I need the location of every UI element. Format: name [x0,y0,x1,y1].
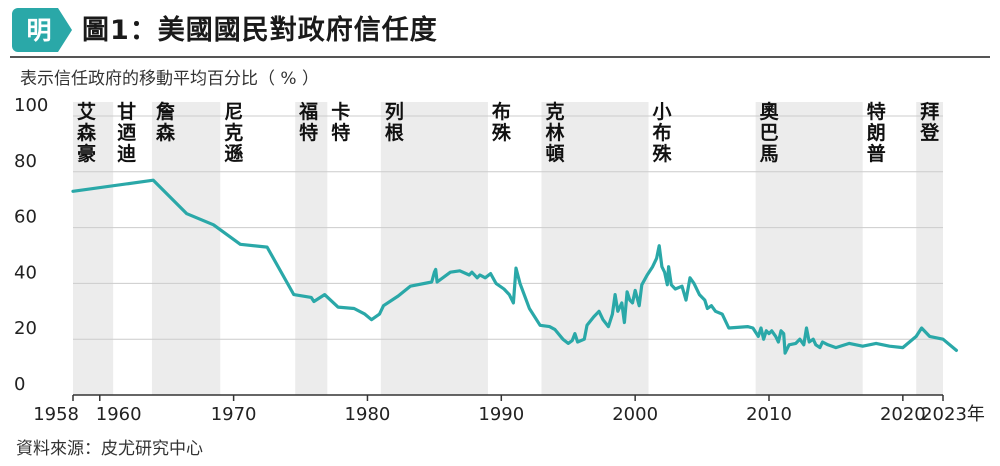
x-tick-label: 2023年 [921,404,985,425]
y-tick-label: 80 [14,151,37,172]
x-tick-label: 1958 [33,404,79,425]
trust-series-line-0 [71,178,958,355]
grid-lines [73,115,943,340]
president-name-4: 福特 [298,100,318,144]
x-tick-label: 1980 [345,404,391,425]
president-band-4 [295,102,328,395]
newspaper-logo: 明 [10,6,74,54]
president-band-2 [151,102,221,395]
y-tick-label: 0 [14,374,25,395]
x-tick-label: 2020 [880,404,926,425]
title-divider [10,56,990,58]
president-name-7: 布殊 [492,100,512,144]
x-tick-label: 2000 [612,404,658,425]
source-note: 資料來源：皮尤研究中心 [16,439,203,459]
president-band-8 [541,102,649,395]
president-name-0: 艾森豪 [77,101,97,165]
president-name-6: 列根 [385,101,404,144]
x-tick-label: 1970 [211,404,257,425]
president-band-12 [916,102,943,395]
president-name-12: 拜登 [919,101,940,144]
y-tick-labels: 0 20 40 60 80 100 [14,95,48,395]
x-tick-label: 2010 [746,404,792,425]
logo-char: 明 [26,16,51,45]
y-tick-label: 20 [14,318,37,339]
president-name-3: 尼克遜 [224,101,243,165]
y-tick-label: 40 [14,262,37,283]
x-tick-label: 1990 [478,404,524,425]
president-name-10: 奧巴馬 [760,100,780,165]
president-name-8: 克林頓 [545,100,564,165]
president-name-11: 特朗普 [867,101,886,165]
president-name-9: 小布殊 [653,101,673,165]
y-tick-label: 60 [14,207,37,228]
president-band-0 [73,102,114,395]
president-name-1: 甘迺迪 [117,101,136,165]
chart-subtitle: 表示信任政府的移動平均百分比（ % ） [20,69,319,89]
series-lines [71,178,958,355]
president-name-2: 詹森 [156,100,176,144]
president-name-5: 卡特 [331,100,350,144]
president-band-6 [380,102,488,395]
y-tick-label: 100 [14,95,48,116]
president-bands [73,102,943,395]
chart-title: 圖1：美國國民對政府信任度 [82,15,438,46]
x-tick-label: 1960 [96,404,142,425]
logo-badge-shape [12,8,72,52]
